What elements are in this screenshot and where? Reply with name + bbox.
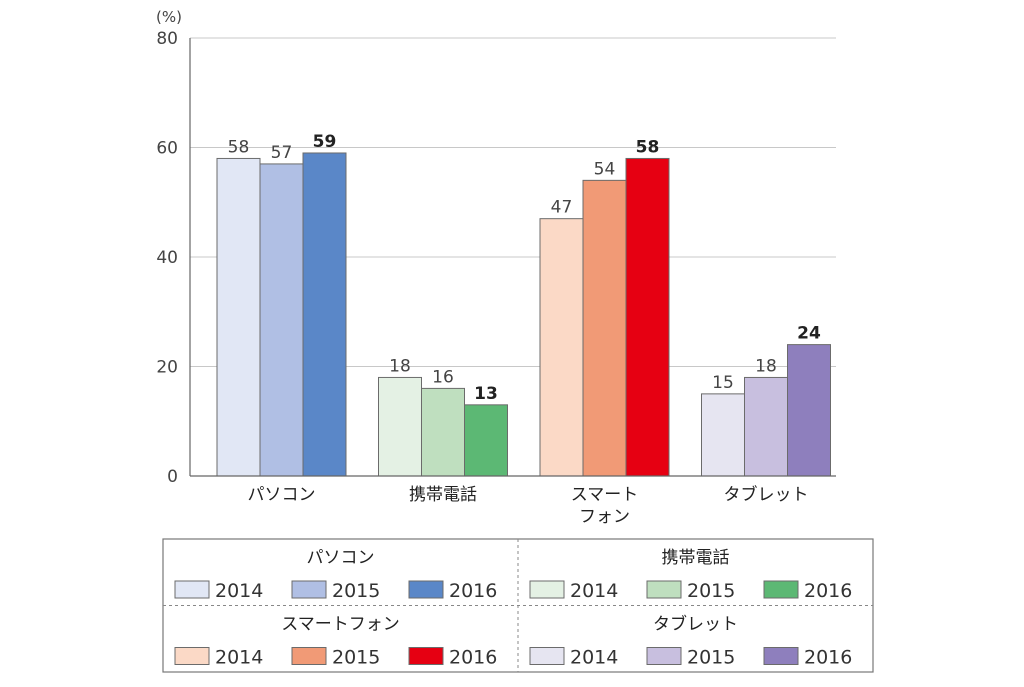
- legend-year-label: 2016: [449, 647, 497, 669]
- bar: [464, 404, 508, 477]
- legend-year-label: 2016: [449, 580, 497, 602]
- legend-title: タブレット: [653, 614, 738, 635]
- data-label: 58: [228, 137, 250, 157]
- legend-swatch: [174, 647, 210, 665]
- data-label: 18: [755, 356, 777, 376]
- data-label: 58: [636, 137, 660, 157]
- y-tick-label: 20: [156, 358, 178, 378]
- legend-swatch: [763, 647, 799, 665]
- data-label: 18: [389, 356, 411, 376]
- bar: [216, 157, 261, 477]
- legend-year-label: 2015: [687, 580, 735, 602]
- legend-title: 携帯電話: [662, 548, 730, 568]
- data-label: 57: [271, 143, 293, 163]
- legend-swatch: [291, 580, 327, 599]
- legend-title: スマートフォン: [281, 615, 400, 635]
- legend-swatch: [408, 580, 444, 599]
- legend-year-label: 2014: [215, 647, 263, 669]
- legend-swatch: [529, 580, 565, 599]
- legend: パソコン 2014 2015 2016 携帯電話 2014 2015 2016 スマートフォン 2…: [162, 538, 874, 673]
- y-tick-label: 80: [156, 29, 178, 49]
- legend-title: パソコン: [307, 548, 375, 568]
- legend-swatch: [763, 580, 799, 599]
- legend-swatch: [646, 647, 682, 665]
- data-label: 54: [594, 159, 616, 179]
- x-tick-label: スマート: [571, 485, 639, 505]
- legend-year-label: 2014: [570, 647, 618, 669]
- x-tick-label: タブレット: [724, 484, 809, 505]
- x-tick-label: 携帯電話: [409, 485, 477, 505]
- data-label: 15: [712, 373, 734, 393]
- legend-swatch: [291, 647, 327, 665]
- bar: [744, 376, 788, 477]
- axis-layer: 0 20 40 60 80 (%) パソコン 携帯電話 スマートフォン タブレット: [156, 8, 836, 527]
- data-label: 16: [432, 367, 454, 387]
- bar: [302, 152, 347, 477]
- y-tick-label: 40: [156, 248, 178, 268]
- bar: [787, 344, 831, 477]
- bar: [539, 218, 584, 477]
- legend-year-label: 2016: [804, 580, 852, 602]
- y-tick-label: 60: [156, 139, 178, 159]
- bar: [582, 179, 627, 477]
- data-label: 24: [797, 324, 821, 344]
- legend-year-label: 2014: [215, 580, 263, 602]
- bar: [378, 376, 422, 477]
- legend-year-label: 2015: [332, 647, 380, 669]
- legend-year-label: 2015: [687, 647, 735, 669]
- x-tick-label: パソコン: [248, 485, 316, 505]
- legend-year-label: 2016: [804, 647, 852, 669]
- y-unit-label: (%): [156, 8, 182, 26]
- legend-swatch: [646, 580, 682, 599]
- legend-swatch: [529, 647, 565, 665]
- y-tick-label: 0: [167, 467, 178, 487]
- legend-year-label: 2014: [570, 580, 618, 602]
- bar: [259, 163, 304, 477]
- x-tick-label: フォン: [579, 507, 630, 527]
- data-label: 47: [551, 198, 573, 218]
- bars-layer: 58 57 59 18 16 13 47 54 58 15 18 24: [216, 132, 831, 477]
- data-label: 59: [313, 132, 337, 152]
- legend-swatch: [174, 580, 210, 599]
- bar: [625, 157, 670, 477]
- bar: [421, 387, 465, 477]
- data-label: 13: [474, 384, 498, 404]
- legend-year-label: 2015: [332, 580, 380, 602]
- legend-swatch: [408, 647, 444, 665]
- bar: [701, 393, 745, 477]
